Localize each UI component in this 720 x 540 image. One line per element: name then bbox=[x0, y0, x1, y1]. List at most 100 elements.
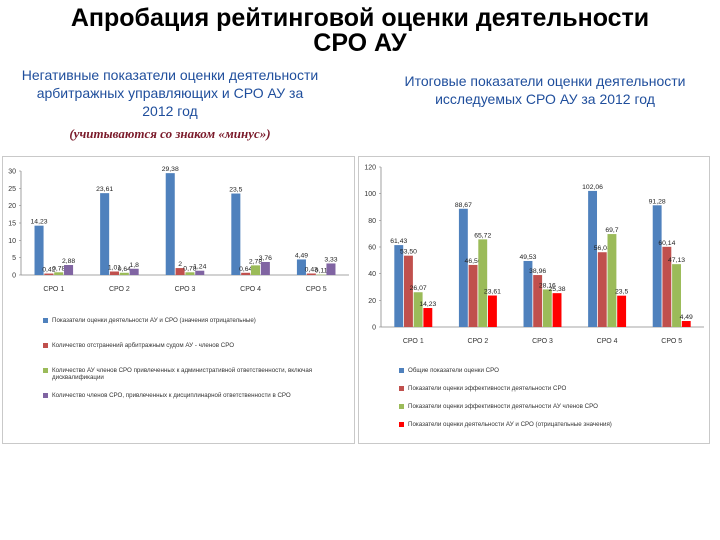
negative-indicators-chart: 0 5 10 15 20 25 30 14,23 0,42 0,78 2,88 СРО 1 23,61 1… bbox=[2, 156, 355, 444]
total-chart-bar bbox=[588, 190, 598, 327]
negative-chart-data-label: 0,43 bbox=[305, 267, 318, 274]
total-chart-data-label: 38,96 bbox=[529, 268, 546, 275]
negative-chart-y-tick-label: 15 bbox=[8, 221, 16, 228]
negative-chart-bar bbox=[185, 272, 195, 275]
total-chart-data-label: 102,06 bbox=[582, 184, 603, 191]
total-chart-data-label: 4,49 bbox=[680, 314, 693, 321]
negative-chart-bar bbox=[195, 270, 205, 275]
total-chart-bar bbox=[542, 289, 552, 327]
negative-chart-category-label: СРО 4 bbox=[240, 286, 261, 293]
total-chart-bar bbox=[487, 295, 497, 327]
total-chart-y-tick-label: 20 bbox=[368, 298, 376, 305]
total-chart-data-label: 23,5 bbox=[615, 289, 628, 296]
negative-chart-legend-swatch bbox=[43, 393, 48, 398]
total-chart-y-tick-label: 120 bbox=[364, 165, 376, 172]
negative-chart-bar bbox=[296, 259, 306, 275]
page-title-line-1: Апробация рейтинговой оценки деятельност… bbox=[70, 4, 650, 32]
negative-chart-bar bbox=[100, 193, 110, 275]
total-chart-data-label: 91,28 bbox=[649, 198, 666, 205]
total-chart-data-label: 23,61 bbox=[484, 289, 501, 296]
total-chart-category-label: СРО 3 bbox=[532, 338, 553, 345]
negative-chart-data-label: 3,76 bbox=[259, 255, 272, 262]
negative-chart-data-label: 3,33 bbox=[324, 256, 337, 263]
total-chart-data-label: 14,23 bbox=[419, 301, 436, 308]
total-chart-category-label: СРО 1 bbox=[403, 338, 424, 345]
left-chart-note: (учитываются со знаком «минус») bbox=[69, 126, 271, 141]
negative-chart-legend-label: Показатели оценки деятельности АУ и СРО … bbox=[52, 317, 256, 324]
total-chart-data-label: 47,13 bbox=[668, 257, 685, 264]
total-chart-legend-swatch bbox=[399, 386, 404, 391]
total-chart-legend-swatch bbox=[399, 368, 404, 373]
negative-chart-bar bbox=[44, 273, 54, 275]
negative-chart-data-label: 2,88 bbox=[62, 258, 75, 265]
negative-chart-category-label: СРО 2 bbox=[109, 286, 130, 293]
total-chart-y-tick-label: 60 bbox=[368, 245, 376, 252]
negative-chart-data-label: 2,78 bbox=[249, 258, 262, 265]
negative-chart-data-label: 0,64 bbox=[118, 266, 131, 273]
total-chart-bar bbox=[458, 208, 468, 327]
total-chart-bar bbox=[672, 264, 681, 327]
total-chart-legend-label: Общие показатели оценки СРО bbox=[408, 367, 499, 374]
total-indicators-plot: 0 20 40 60 80 100 120 61,43 53,50 26,07 14,23 СРО 1… bbox=[364, 165, 704, 345]
left-chart-subtitle: Негативные показатели оценки деятельност… bbox=[21, 67, 319, 119]
total-indicators-chart: 0 20 40 60 80 100 120 61,43 53,50 26,07 14,23 СРО 1… bbox=[358, 156, 710, 444]
total-chart-y-tick-label: 80 bbox=[368, 218, 376, 225]
negative-chart-bar bbox=[231, 193, 241, 275]
total-chart-bar bbox=[478, 239, 488, 327]
total-chart-data-label: 88,67 bbox=[455, 202, 472, 209]
negative-chart-bar bbox=[241, 272, 251, 275]
total-chart-bar bbox=[607, 234, 617, 327]
total-chart-bar bbox=[423, 308, 433, 327]
page-title-line-2: СРО АУ bbox=[313, 29, 407, 57]
negative-chart-data-label: 0,64 bbox=[239, 266, 252, 273]
negative-chart-data-label: 1,01 bbox=[108, 264, 121, 271]
negative-chart-bar bbox=[326, 263, 336, 275]
negative-chart-bar bbox=[175, 268, 185, 275]
total-chart-data-label: 26,07 bbox=[410, 285, 427, 292]
negative-chart-data-label: 23,5 bbox=[229, 187, 242, 194]
negative-chart-bar bbox=[64, 265, 74, 275]
negative-chart-data-label: 0,78 bbox=[52, 265, 65, 272]
negative-chart-y-tick-label: 25 bbox=[8, 186, 16, 193]
total-chart-data-label: 25,38 bbox=[549, 286, 566, 293]
total-chart-data-label: 69,7 bbox=[605, 227, 618, 234]
negative-chart-bar bbox=[251, 265, 261, 275]
right-chart-subtitle: Итоговые показатели оценки деятельности … bbox=[404, 73, 686, 107]
total-chart-legend-label: Показатели оценки деятельности АУ и СРО … bbox=[408, 421, 612, 428]
negative-chart-data-label: 0,11 bbox=[315, 268, 328, 275]
negative-chart-data-label: 0,42 bbox=[42, 267, 55, 274]
negative-chart-data-label: 14,23 bbox=[31, 219, 48, 226]
negative-chart-data-label: 1,24 bbox=[193, 264, 206, 271]
negative-chart-legend-label: Количество АУ членов СРО привлеченных к … bbox=[52, 367, 313, 381]
total-chart-legend-label: Показатели оценки эффективности деятельн… bbox=[408, 403, 598, 410]
negative-chart-bar bbox=[165, 173, 175, 275]
negative-chart-category-label: СРО 5 bbox=[306, 286, 327, 293]
total-chart-bar bbox=[681, 321, 691, 327]
total-chart-data-label: 49,53 bbox=[519, 254, 536, 261]
total-chart-bar bbox=[468, 264, 478, 327]
total-chart-category-label: СРО 5 bbox=[661, 338, 682, 345]
total-chart-bar bbox=[413, 292, 423, 327]
negative-chart-legend-label: Количество членов СРО, привлеченных к ди… bbox=[52, 392, 291, 399]
total-chart-bar bbox=[652, 205, 662, 327]
negative-chart-data-label: 23,61 bbox=[96, 186, 113, 193]
negative-chart-y-tick-label: 10 bbox=[8, 238, 16, 245]
negative-chart-data-label: 1,8 bbox=[129, 262, 139, 269]
negative-chart-data-label: 0,78 bbox=[183, 265, 196, 272]
total-chart-y-tick-label: 100 bbox=[364, 191, 376, 198]
negative-chart-y-tick-label: 20 bbox=[8, 203, 16, 210]
total-chart-bar bbox=[662, 246, 672, 327]
negative-chart-legend-swatch bbox=[43, 318, 48, 323]
negative-chart-y-tick-label: 5 bbox=[12, 255, 16, 262]
total-chart-data-label: 61,43 bbox=[390, 238, 407, 245]
total-chart-bar bbox=[552, 293, 562, 327]
total-chart-y-tick-label: 40 bbox=[368, 271, 376, 278]
negative-chart-legend-swatch bbox=[43, 343, 48, 348]
negative-chart-y-tick-label: 0 bbox=[12, 273, 16, 280]
total-chart-data-label: 65,72 bbox=[474, 232, 491, 239]
negative-chart-bar bbox=[316, 274, 326, 276]
total-chart-bar bbox=[597, 252, 607, 327]
total-chart-legend-swatch bbox=[399, 422, 404, 427]
negative-chart-legend-label: Количество отстранений арбитражным судом… bbox=[52, 342, 235, 349]
